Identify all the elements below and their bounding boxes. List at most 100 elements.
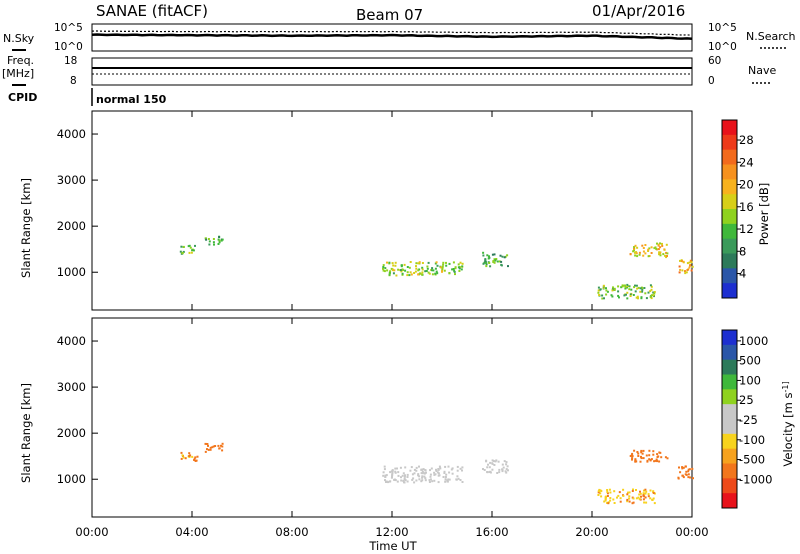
range-gate-cell [679,268,682,271]
range-gate-cell [393,269,396,272]
range-gate-cell [642,498,645,501]
range-gate-cell [643,489,645,492]
power-colorbar: 28 24 20 16 12 8 4 [721,119,754,299]
range-gate-cell [644,492,647,495]
noise-tick-right-top: 10^5 [708,22,737,34]
range-gate-cell [611,289,614,292]
range-gate-cell [631,455,634,458]
range-gate-cell [384,267,387,270]
power-scatter-marks [179,235,694,300]
range-gate-cell [650,252,653,254]
range-gate-cell [598,294,601,296]
x-tick-label: 00:00 [675,525,708,539]
range-gate-cell [213,243,215,246]
range-gate-cell [217,243,220,245]
range-gate-cell [443,269,446,272]
range-gate-cell [434,267,437,270]
nsky-series-line [91,33,693,40]
radar-title: SANAE (fitACF) [96,2,208,20]
range-gate-cell [662,253,665,256]
range-gate-cell [420,480,423,483]
range-gate-cell [207,238,210,240]
range-gate-cell [401,272,404,275]
range-gate-cell [421,271,424,274]
range-gate-cell [212,241,215,244]
range-gate-cell [640,457,643,460]
range-gate-cell [613,502,616,504]
range-gate-cell [382,269,385,272]
range-gate-cell [421,273,424,276]
range-gate-cell [209,448,212,451]
range-gate-cell [388,261,391,264]
colorbar-segment [722,149,737,165]
range-gate-cell [636,287,639,290]
y-tick-label: 3000 [57,380,86,394]
range-gate-cell [453,269,456,272]
range-gate-cell [686,262,689,265]
range-gate-cell [644,244,647,246]
colorbar-segment [722,330,737,346]
range-gate-cell [445,261,447,264]
range-gate-cell [628,495,631,498]
noise-panel-frame [91,23,693,52]
range-gate-cell [458,267,461,270]
power-y-ticks: 1000 2000 3000 4000 [57,127,98,279]
range-gate-cell [212,238,215,240]
range-gate-cell [655,247,658,250]
range-gate-cell [438,465,441,468]
range-gate-cell [689,264,692,266]
range-gate-cell [492,460,495,462]
colorbar-segment [722,389,737,405]
range-gate-cell [501,463,504,466]
range-gate-cell [496,472,499,474]
range-gate-cell [211,446,214,449]
velocity-scatter-marks [180,442,694,505]
range-gate-cell [632,488,634,491]
range-gate-cell [403,477,406,480]
range-gate-cell [681,474,684,477]
date-title: 01/Apr/2016 [592,2,685,20]
range-gate-cell [611,288,614,290]
range-gate-cell [678,265,681,268]
range-gate-cell [482,468,484,470]
range-gate-cell [506,254,509,257]
range-gate-cell [392,272,395,275]
range-gate-cell [500,260,503,263]
range-gate-cell [194,456,197,459]
range-gate-cell [489,265,492,268]
x-tick-label: 04:00 [175,525,208,539]
range-gate-cell [194,244,196,247]
colorbar-segment [722,404,737,420]
range-gate-cell [599,489,602,492]
range-gate-cell [385,480,388,483]
range-gate-cell [461,481,464,483]
range-gate-cell [495,258,498,260]
range-gate-cell [437,472,440,475]
range-gate-cell [652,291,655,294]
range-gate-cell [604,499,607,502]
range-gate-cell [436,272,439,275]
range-gate-cell [452,261,455,264]
range-gate-cell [415,265,417,268]
range-gate-cell [423,475,426,478]
range-gate-cell [435,261,438,264]
velocity-colorbar-label: Velocity [m s-1] [781,381,796,466]
power-colorbar-label: Power [dB] [757,183,771,246]
range-gate-cell [414,270,417,273]
nave-tick-bottom: 0 [708,75,715,87]
range-gate-cell [435,468,437,471]
time-x-ticks: 00:00 04:00 08:00 12:00 16:00 20:00 00:00 [75,111,709,539]
x-tick-label: 00:00 [75,525,108,539]
range-gate-cell [619,500,622,503]
range-gate-cell [649,290,652,293]
range-gate-cell [448,262,451,265]
range-gate-cell [187,245,190,248]
colorbar-segment [722,179,737,195]
range-gate-cell [206,443,209,445]
range-gate-cell [404,474,406,477]
range-gate-cell [681,466,684,469]
range-gate-cell [648,454,651,457]
range-gate-cell [632,501,635,504]
range-gate-cell [647,250,650,252]
range-gate-cell [652,490,655,493]
